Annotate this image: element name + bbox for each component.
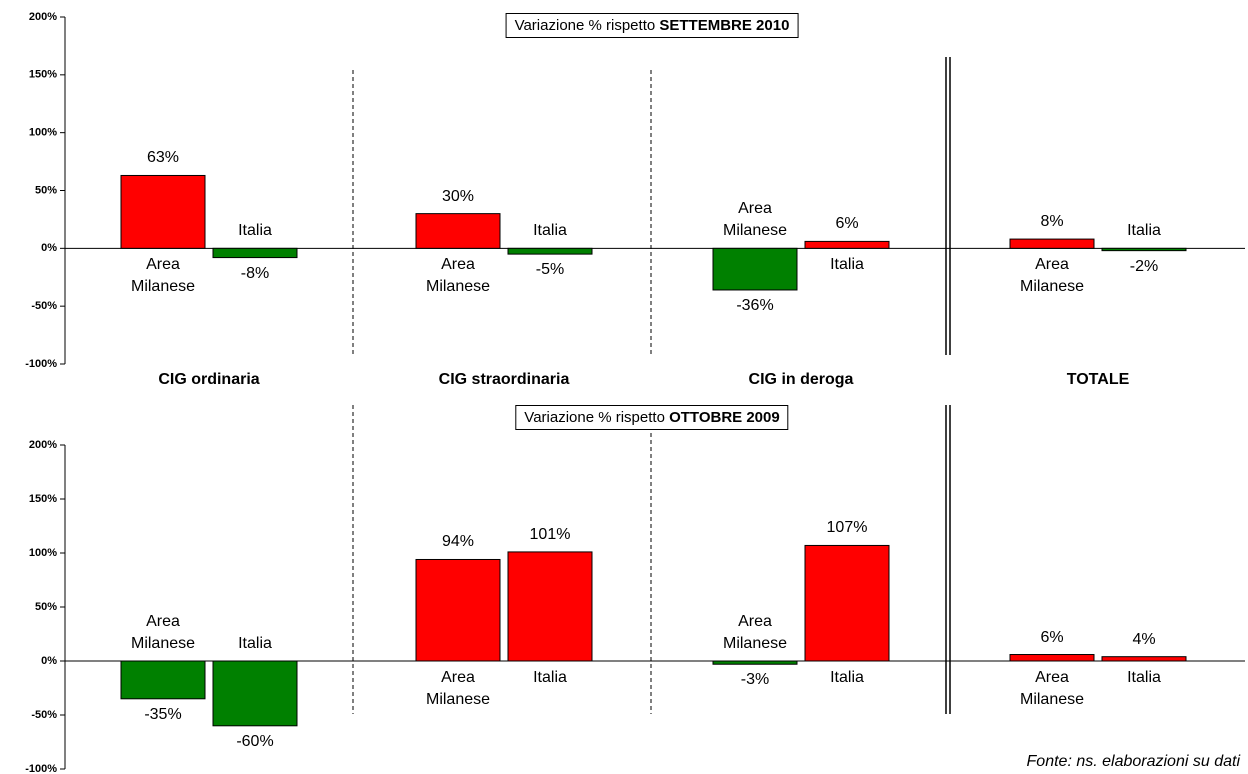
data-label: 6% [1040,628,1064,646]
y-tick-label: 100% [29,127,57,139]
data-label: -3% [740,671,770,689]
series-label: Italia [238,635,272,652]
bar [507,551,593,662]
y-tick-label: 150% [29,69,57,81]
panel-title: Variazione % rispetto OTTOBRE 2009 [515,405,789,430]
panel-title: Variazione % rispetto SETTEMBRE 2010 [505,13,799,38]
data-label: 101% [529,525,571,543]
series-label: Area Milanese [722,613,788,652]
bar [415,213,501,249]
group-label: TOTALE [1066,371,1130,388]
y-tick-label: 150% [29,493,57,505]
data-label: 4% [1132,630,1156,648]
data-label: 30% [441,187,475,205]
series-label: Area Milanese [130,256,196,296]
series-label: Italia [533,222,567,240]
data-label: 8% [1040,213,1064,231]
bar [212,247,298,259]
y-tick-label: 50% [35,184,57,196]
series-label: Italia [238,222,272,240]
bar [804,240,890,249]
y-tick-label: 0% [41,242,57,254]
data-label: -5% [535,261,565,279]
source-note: Fonte: ns. elaborazioni su dati [1026,753,1240,770]
series-label: Area Milanese [425,256,491,296]
y-tick-label: 100% [29,547,57,559]
bar [212,660,298,727]
panel-title-text: Variazione % rispetto [514,17,656,34]
series-label: Area Milanese [722,200,788,240]
y-tick-label: 200% [29,11,57,23]
data-label: -35% [144,705,182,723]
bar [712,660,798,665]
data-label: -36% [736,296,774,314]
bar [1009,238,1095,249]
group-label: CIG in deroga [748,371,854,388]
data-label: -8% [240,264,270,282]
group-label: CIG straordinaria [438,371,570,388]
series-label: Italia [830,256,864,274]
series-label: Area Milanese [425,669,491,708]
series-label: Area Milanese [1019,669,1085,708]
bar [120,174,206,249]
series-label: Area Milanese [130,613,196,652]
bar [120,660,206,700]
bar [507,247,593,255]
series-label: Italia [1127,669,1161,686]
data-label: 94% [441,533,475,551]
bar [1009,654,1095,662]
y-tick-label: -50% [31,300,57,312]
data-label: 6% [835,215,859,233]
y-tick-label: -100% [25,358,57,370]
series-label: Italia [830,669,864,686]
data-label: 107% [826,519,868,537]
y-tick-label: 0% [41,655,57,667]
series-label: Italia [533,669,567,686]
panel-title-text: Variazione % rispetto [524,409,665,426]
bar [804,544,890,662]
series-label: Italia [1127,222,1161,240]
y-tick-label: 50% [35,601,57,613]
panel-title-emphasis: OTTOBRE 2009 [669,409,780,426]
panel-title-emphasis: SETTEMBRE 2010 [659,17,790,34]
y-tick-label: 200% [29,439,57,451]
bar [712,247,798,291]
data-label: -2% [1129,257,1159,275]
series-label: Area Milanese [1019,256,1085,296]
y-tick-label: -50% [31,709,57,721]
group-label: CIG ordinaria [158,371,260,388]
bar [1101,656,1187,662]
data-label: 63% [146,149,180,167]
y-tick-label: -100% [25,763,57,774]
bar [415,558,501,662]
bar [1101,247,1187,252]
data-label: -60% [236,732,274,750]
